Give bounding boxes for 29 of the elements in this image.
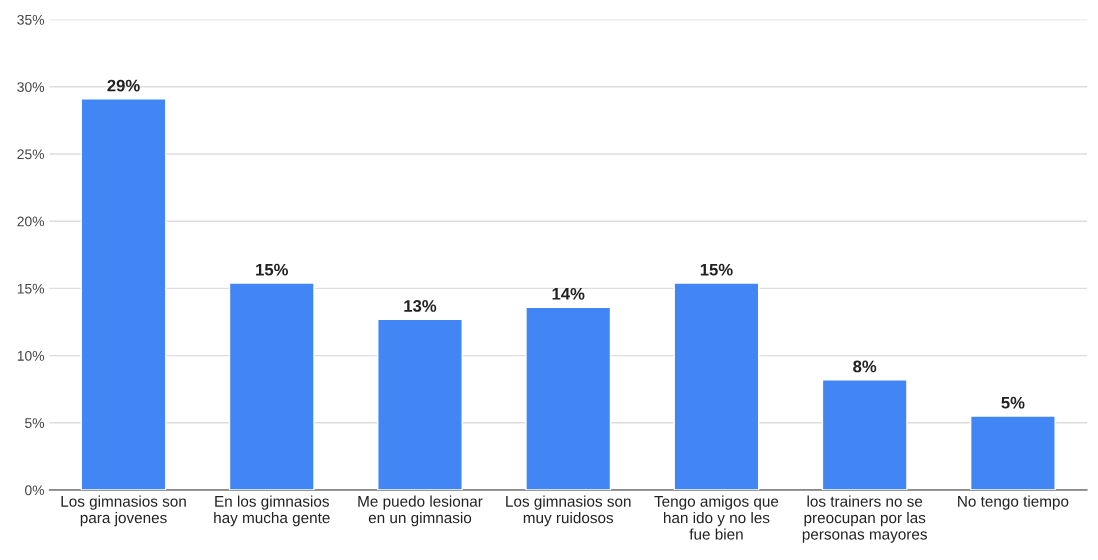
bar bbox=[525, 306, 612, 490]
x-tick-label: Los gimnasios son para jovenes bbox=[61, 495, 186, 527]
data-label: 29% bbox=[107, 79, 140, 92]
y-tick-label: 30% bbox=[17, 82, 45, 92]
x-tick-label: No tengo tiempo bbox=[958, 495, 1069, 510]
y-tick-label: 20% bbox=[17, 216, 45, 227]
x-tick-label: En los gimnasios hay mucha gente bbox=[214, 495, 330, 527]
data-label: 5% bbox=[1001, 396, 1025, 409]
data-label: 14% bbox=[552, 287, 585, 300]
x-tick-label: Tengo amigos que han ido y no les fue bien bbox=[654, 495, 779, 540]
y-tick-label: 5% bbox=[25, 418, 45, 428]
bar bbox=[673, 282, 760, 490]
x-tick-label: Los gimnasios son muy ruidosos bbox=[506, 495, 631, 527]
bar bbox=[80, 98, 167, 490]
data-label: 15% bbox=[700, 263, 733, 276]
y-tick-label: 15% bbox=[17, 283, 45, 294]
x-tick-label: los trainers no se preocupan por las personas mayores bbox=[802, 495, 927, 543]
bar bbox=[377, 318, 463, 490]
y-tick-label: 10% bbox=[17, 350, 45, 361]
y-tick-label: 35% bbox=[17, 14, 45, 25]
x-tick-label: Me puedo lesionar en un gimnasio bbox=[358, 495, 483, 527]
y-tick-label: 0% bbox=[25, 485, 45, 496]
y-tick-label: 25% bbox=[17, 149, 45, 160]
bar bbox=[228, 282, 315, 490]
data-label: 15% bbox=[256, 263, 288, 276]
bar bbox=[969, 415, 1056, 490]
data-label: 8% bbox=[853, 360, 877, 373]
data-label: 13% bbox=[404, 300, 437, 312]
bar bbox=[821, 379, 908, 490]
